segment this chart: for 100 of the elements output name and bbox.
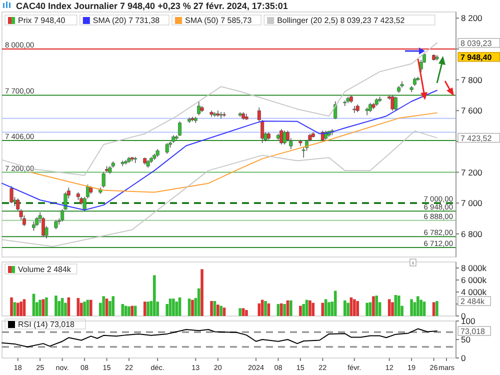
bar	[276, 304, 280, 316]
bar	[242, 308, 245, 316]
bar	[89, 300, 92, 316]
bar	[105, 298, 108, 316]
y-tick-label: 7 000	[461, 198, 483, 208]
bar	[375, 296, 378, 316]
bar	[328, 302, 330, 316]
legend-label: Bollinger (20 2,5) 8 039,23 7 423,52	[277, 16, 406, 25]
y-tick-label: 7 600	[461, 106, 483, 116]
line-series	[2, 328, 438, 348]
bar	[45, 297, 48, 316]
bar	[10, 297, 13, 316]
bar	[200, 269, 204, 316]
bar	[220, 306, 222, 316]
y-tick-label: 6 000k	[461, 275, 488, 285]
bar	[22, 299, 26, 316]
bar	[216, 304, 220, 316]
bar	[420, 300, 422, 316]
candlestick	[54, 220, 58, 230]
y-tick-label: 8 200	[461, 13, 483, 24]
bar	[245, 310, 248, 316]
bar	[54, 296, 58, 316]
candlestick	[32, 221, 36, 232]
bar	[343, 300, 346, 316]
annotation: 73,018	[460, 326, 486, 336]
bar	[372, 296, 375, 316]
bar	[432, 302, 436, 316]
bar	[308, 300, 312, 316]
annotation: 2 484k	[460, 297, 486, 306]
bar	[13, 302, 16, 316]
bar	[422, 302, 426, 316]
candlestick	[343, 100, 347, 106]
y-tick-label: 6 800	[461, 228, 483, 239]
bar	[143, 302, 146, 316]
candlestick	[197, 100, 201, 116]
candlestick	[42, 216, 46, 238]
bar	[299, 306, 302, 316]
annotation: 7 948,40	[460, 52, 492, 62]
legend-label: SMA (20) 7 731,38	[92, 16, 160, 25]
candlestick	[368, 102, 372, 113]
candlestick	[165, 142, 169, 154]
bar	[312, 302, 315, 316]
legend-label: SMA (50) 7 585,73	[185, 16, 252, 25]
bar	[175, 302, 178, 316]
bar	[283, 304, 286, 316]
bar	[83, 302, 86, 316]
bar	[152, 275, 156, 316]
candlestick	[10, 186, 14, 204]
bar	[356, 301, 359, 316]
bar	[368, 302, 372, 316]
bar	[366, 302, 369, 316]
bar	[410, 299, 413, 316]
y-tick-label: 4 000k	[461, 287, 488, 297]
bar	[334, 290, 337, 316]
bar	[388, 299, 391, 316]
candlestick	[282, 130, 286, 145]
bar	[20, 302, 22, 316]
y-tick-label: 0	[461, 311, 466, 321]
candlestick	[102, 172, 106, 188]
annotation: 8 039,23	[460, 38, 492, 48]
bar	[38, 300, 42, 316]
legend-label: Volume 2 484k	[18, 265, 72, 274]
y-tick-label: 7 200	[461, 167, 483, 178]
y-tick-label: 7 800	[461, 74, 483, 85]
candlestick	[178, 121, 182, 136]
bar	[42, 299, 45, 316]
y-tick-label: 50	[461, 334, 471, 344]
bar	[210, 301, 213, 316]
bar	[112, 296, 115, 316]
bar	[353, 299, 356, 316]
legend-label: RSI (14) 73,018	[18, 320, 76, 329]
bar	[188, 298, 191, 316]
candlestick	[390, 94, 394, 112]
bar	[168, 298, 172, 316]
candlestick	[219, 112, 223, 119]
candlestick	[260, 119, 264, 144]
bar	[102, 296, 105, 316]
bar	[264, 301, 267, 316]
bar	[280, 303, 283, 316]
bar	[302, 304, 306, 316]
candlestick	[257, 107, 261, 122]
bar	[146, 302, 150, 316]
bar	[128, 306, 130, 316]
legend-label: Prix 7 948,40	[18, 16, 66, 25]
bar	[16, 302, 20, 316]
annotation: 7 423,52	[460, 134, 492, 143]
bar	[238, 308, 242, 316]
candlestick	[394, 96, 398, 112]
chart-title: CAC40 Index Journalier 7 948,40 +0,23 % 27 févr. 2024, 17:35:01	[16, 1, 288, 11]
candlestick	[216, 110, 220, 118]
bar	[436, 301, 438, 316]
candlestick	[280, 128, 284, 145]
bar	[324, 299, 328, 316]
bar	[346, 302, 350, 316]
y-tick-label: 0	[461, 353, 466, 363]
y-tick-label: 8 000k	[461, 263, 488, 273]
bar	[397, 296, 400, 316]
bar	[290, 300, 292, 316]
bar	[222, 308, 226, 316]
bar	[191, 300, 194, 316]
